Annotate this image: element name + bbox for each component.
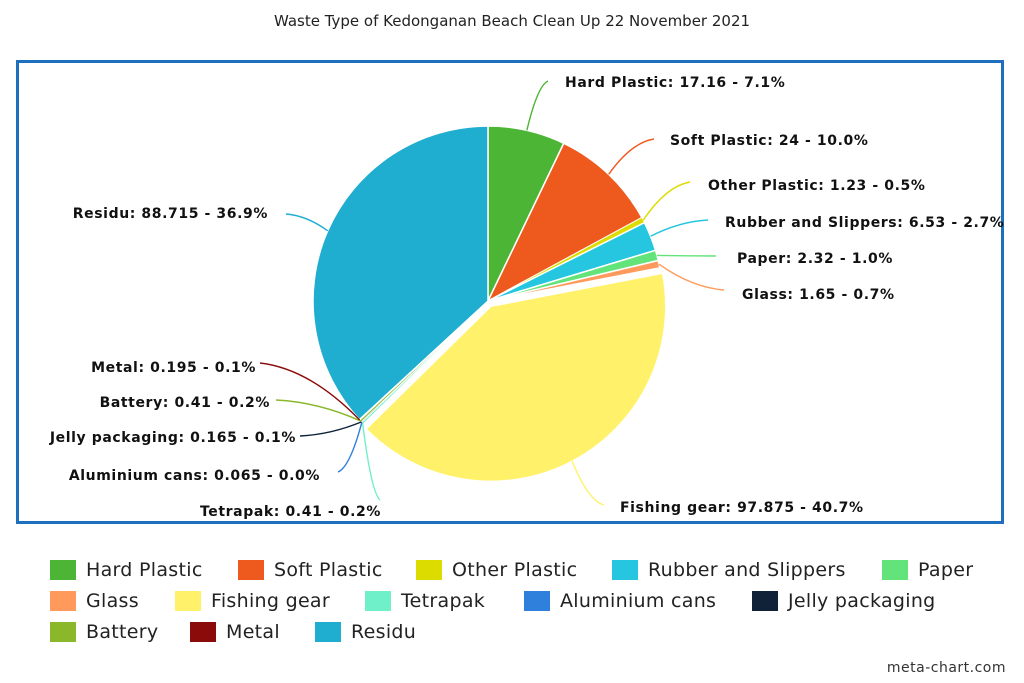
label-leader-lines xyxy=(259,80,725,506)
legend-swatch xyxy=(315,622,341,642)
slice-label-metal: Metal: 0.195 - 0.1% xyxy=(91,360,256,376)
legend-item-tetrapak[interactable]: Tetrapak xyxy=(365,589,485,613)
legend-item-battery[interactable]: Battery xyxy=(50,620,158,644)
slice-label-glass: Glass: 1.65 - 0.7% xyxy=(742,287,895,303)
legend-swatch xyxy=(365,591,391,611)
legend-label: Glass xyxy=(86,590,139,612)
legend-swatch xyxy=(50,560,76,580)
footer-credit[interactable]: meta-chart.com xyxy=(886,660,1006,676)
legend-item-glass[interactable]: Glass xyxy=(50,589,139,613)
leader-line-tetrapak xyxy=(361,422,381,501)
legend-label: Rubber and Slippers xyxy=(648,559,846,581)
leader-line-other-plastic xyxy=(642,181,691,221)
pie-slice-residu[interactable] xyxy=(312,125,489,421)
leader-line-fishing-gear xyxy=(571,460,605,506)
legend-label: Fishing gear xyxy=(211,590,330,612)
legend-swatch xyxy=(190,622,216,642)
slice-label-tetrapak: Tetrapak: 0.41 - 0.2% xyxy=(200,504,381,520)
legend-swatch xyxy=(50,622,76,642)
legend-swatch xyxy=(238,560,264,580)
slice-label-residu: Residu: 88.715 - 36.9% xyxy=(73,206,268,222)
legend-label: Hard Plastic xyxy=(86,559,203,581)
leader-line-battery xyxy=(275,399,361,422)
legend-label: Metal xyxy=(226,621,280,643)
legend-item-hard-plastic[interactable]: Hard Plastic xyxy=(50,558,203,582)
leader-line-soft-plastic xyxy=(608,138,655,175)
chart-title: Waste Type of Kedonganan Beach Clean Up … xyxy=(273,12,751,30)
legend-item-soft-plastic[interactable]: Soft Plastic xyxy=(238,558,383,582)
slice-label-rubber-and-slippers: Rubber and Slippers: 6.53 - 2.7% xyxy=(725,215,1004,231)
slice-label-fishing-gear: Fishing gear: 97.875 - 40.7% xyxy=(620,500,864,516)
leader-line-aluminium-cans xyxy=(337,422,363,473)
legend-label: Other Plastic xyxy=(452,559,578,581)
legend-item-residu[interactable]: Residu xyxy=(315,620,416,644)
legend-item-aluminium-cans[interactable]: Aluminium cans xyxy=(524,589,716,613)
leader-line-rubber-and-slippers xyxy=(650,219,709,237)
legend-label: Aluminium cans xyxy=(560,590,717,612)
leader-line-residu xyxy=(285,213,329,232)
legend-swatch xyxy=(752,591,778,611)
leader-line-jelly-packaging xyxy=(299,421,362,437)
slice-label-paper: Paper: 2.32 - 1.0% xyxy=(737,251,893,267)
slice-label-battery: Battery: 0.41 - 0.2% xyxy=(100,395,270,411)
legend-item-metal[interactable]: Metal xyxy=(190,620,280,644)
plot-frame xyxy=(16,60,1004,524)
pie-slice-fishing-gear[interactable] xyxy=(364,272,667,483)
legend-label: Soft Plastic xyxy=(274,559,383,581)
legend-label: Residu xyxy=(351,621,417,643)
legend-label: Jelly packaging xyxy=(788,590,936,612)
legend-swatch xyxy=(50,591,76,611)
slice-label-soft-plastic: Soft Plastic: 24 - 10.0% xyxy=(670,133,868,149)
legend-swatch xyxy=(175,591,201,611)
legend-item-jelly-packaging[interactable]: Jelly packaging xyxy=(752,589,936,613)
slice-label-hard-plastic: Hard Plastic: 17.16 - 7.1% xyxy=(565,75,785,91)
slice-labels: Hard Plastic: 17.16 - 7.1% Soft Plastic: … xyxy=(49,75,1004,520)
slice-label-aluminium-cans: Aluminium cans: 0.065 - 0.0% xyxy=(69,468,320,484)
legend-swatch xyxy=(416,560,442,580)
leader-line-paper xyxy=(656,254,717,257)
legend-item-rubber-and-slippers[interactable]: Rubber and Slippers xyxy=(612,558,846,582)
leader-line-glass xyxy=(658,263,725,291)
legend-item-fishing-gear[interactable]: Fishing gear xyxy=(175,589,330,613)
legend-swatch xyxy=(882,560,908,580)
slice-label-jelly-packaging: Jelly packaging: 0.165 - 0.1% xyxy=(49,430,296,446)
pie-slices xyxy=(312,125,667,483)
legend-label: Paper xyxy=(918,559,974,581)
legend-label: Battery xyxy=(86,621,159,643)
legend-swatch xyxy=(612,560,638,580)
slice-label-other-plastic: Other Plastic: 1.23 - 0.5% xyxy=(708,178,925,194)
legend-item-other-plastic[interactable]: Other Plastic xyxy=(416,558,577,582)
legend-item-paper[interactable]: Paper xyxy=(882,558,973,582)
leader-line-metal xyxy=(259,362,361,421)
legend-swatch xyxy=(524,591,550,611)
legend-label: Tetrapak xyxy=(401,590,486,612)
leader-line-hard-plastic xyxy=(526,80,549,131)
